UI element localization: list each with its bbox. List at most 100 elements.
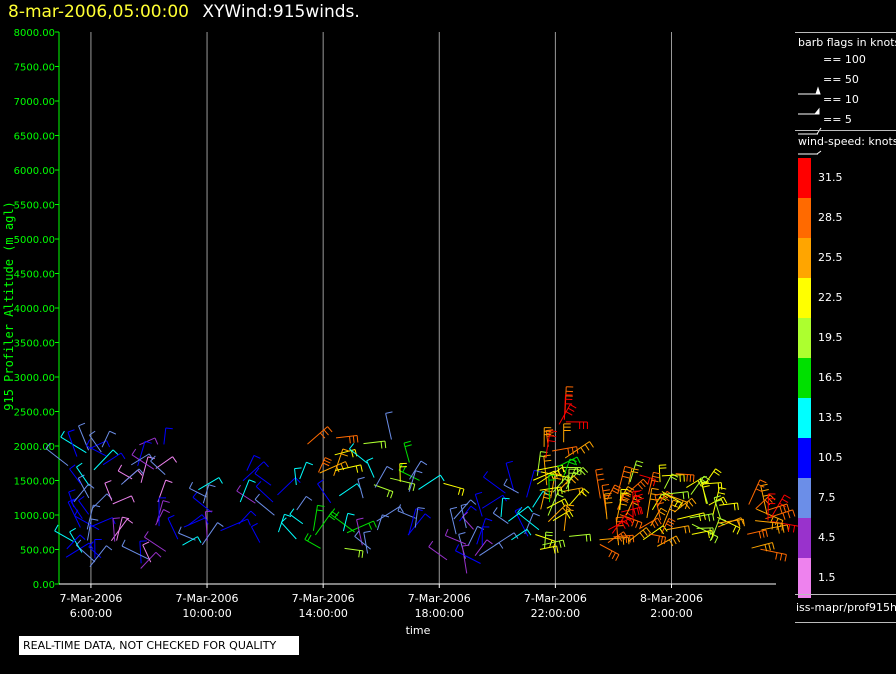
barb-flag — [622, 496, 630, 501]
barb-legend-100: == 100 — [823, 53, 866, 66]
barb-flag — [254, 493, 260, 500]
barb-flag — [784, 554, 787, 562]
barb-staff — [315, 511, 333, 536]
chart-header: 8-mar-2006,05:00:00 XYWind:915winds. — [8, 2, 360, 22]
barb-flag — [439, 474, 445, 482]
wind-barb — [157, 479, 173, 503]
wind-barb — [675, 473, 695, 483]
barb-flag — [475, 491, 483, 495]
barb-flag — [719, 486, 727, 490]
barb-staff — [354, 536, 371, 550]
legend-panel: barb flags in knots == 100 == 50 == 10 =… — [793, 28, 896, 628]
barb-flag — [717, 482, 720, 490]
barb-staff — [414, 507, 419, 528]
wind-barb — [756, 508, 784, 528]
wind-barb — [483, 471, 506, 494]
barb-flag — [567, 407, 575, 413]
barb-flag — [672, 499, 680, 504]
barb-flag — [759, 479, 767, 484]
wind-barb — [443, 482, 465, 496]
barb-staff — [363, 532, 369, 554]
wind-barb — [187, 514, 207, 526]
barb-flag — [458, 531, 466, 535]
barb-flag — [768, 543, 771, 551]
barb-flag — [543, 454, 551, 457]
wind-barb — [137, 440, 152, 467]
barb-flag — [602, 489, 610, 492]
barb-staff — [356, 519, 363, 546]
wind-barb — [130, 453, 154, 466]
barb-staff — [155, 509, 164, 526]
barb-flag — [54, 524, 59, 532]
barb-flag — [615, 554, 620, 561]
speed-swatch-label: 10.5 — [818, 451, 843, 464]
barb-flag — [657, 535, 660, 543]
wind-barb — [563, 423, 571, 443]
barb-flag — [317, 479, 324, 485]
speed-swatch-label: 28.5 — [818, 211, 843, 224]
x-tick-label: 7-Mar-2006 — [292, 592, 355, 605]
wind-barb — [139, 437, 159, 446]
wind-barb — [202, 484, 216, 504]
barb-flag — [236, 484, 242, 492]
wind-barb — [250, 522, 261, 543]
wind-barb — [648, 471, 661, 495]
barb-staff — [69, 531, 83, 553]
barb-staff — [374, 466, 388, 488]
wind-barb — [556, 456, 581, 468]
wind-barb — [102, 452, 126, 466]
wind-barb — [546, 498, 569, 509]
wind-barb — [755, 520, 784, 531]
barb-staff — [376, 506, 401, 522]
y-tick-label: 3500.00 — [14, 339, 55, 350]
barb-flag — [498, 542, 504, 549]
barb-staff — [511, 528, 528, 541]
barb-flag — [578, 488, 581, 496]
barb-flag — [126, 518, 134, 524]
barb-flag — [711, 530, 714, 538]
wind-barb — [373, 484, 394, 499]
speed-swatch — [798, 358, 811, 398]
wind-barb — [661, 517, 676, 534]
barb-flag — [78, 422, 86, 427]
barb-flag — [112, 517, 120, 519]
wind-barb — [296, 495, 313, 511]
wind-barb — [150, 455, 166, 476]
barb-staff — [634, 492, 642, 515]
wind-barb — [246, 454, 261, 471]
barb-flag — [660, 507, 668, 513]
barb-staff — [481, 494, 504, 509]
barb-staff — [449, 508, 457, 535]
barb-flag — [397, 504, 402, 512]
barb-flag — [462, 544, 470, 547]
barb-flag — [624, 516, 631, 521]
barb-flag — [483, 471, 488, 478]
barb-flag — [702, 485, 710, 488]
wind-barb — [366, 457, 375, 478]
barb-flag — [672, 537, 677, 545]
barb-staff — [663, 473, 673, 489]
barb-flag — [608, 550, 613, 558]
barb-flag — [104, 480, 112, 484]
wind-barb — [339, 483, 362, 497]
barb-flag — [558, 540, 562, 548]
barb-staff — [155, 456, 173, 469]
barb-flag — [605, 501, 613, 504]
barb-flag — [565, 504, 571, 511]
barb-staff — [93, 449, 114, 471]
barb-legend-flag — [816, 150, 822, 155]
barb-staff — [120, 468, 140, 485]
barb-flag — [197, 536, 202, 543]
wind-barb — [508, 506, 533, 522]
barb-flag — [247, 518, 251, 526]
wind-barb — [255, 480, 274, 503]
barb-staff — [67, 431, 78, 457]
wind-barb — [220, 518, 251, 532]
barb-flag — [621, 522, 626, 529]
barb-flag — [568, 461, 576, 465]
barb-flag — [701, 481, 710, 484]
wind-barb — [619, 488, 629, 510]
barb-staff — [407, 513, 426, 536]
barb-flag — [60, 430, 65, 438]
barb-flag — [708, 514, 711, 522]
